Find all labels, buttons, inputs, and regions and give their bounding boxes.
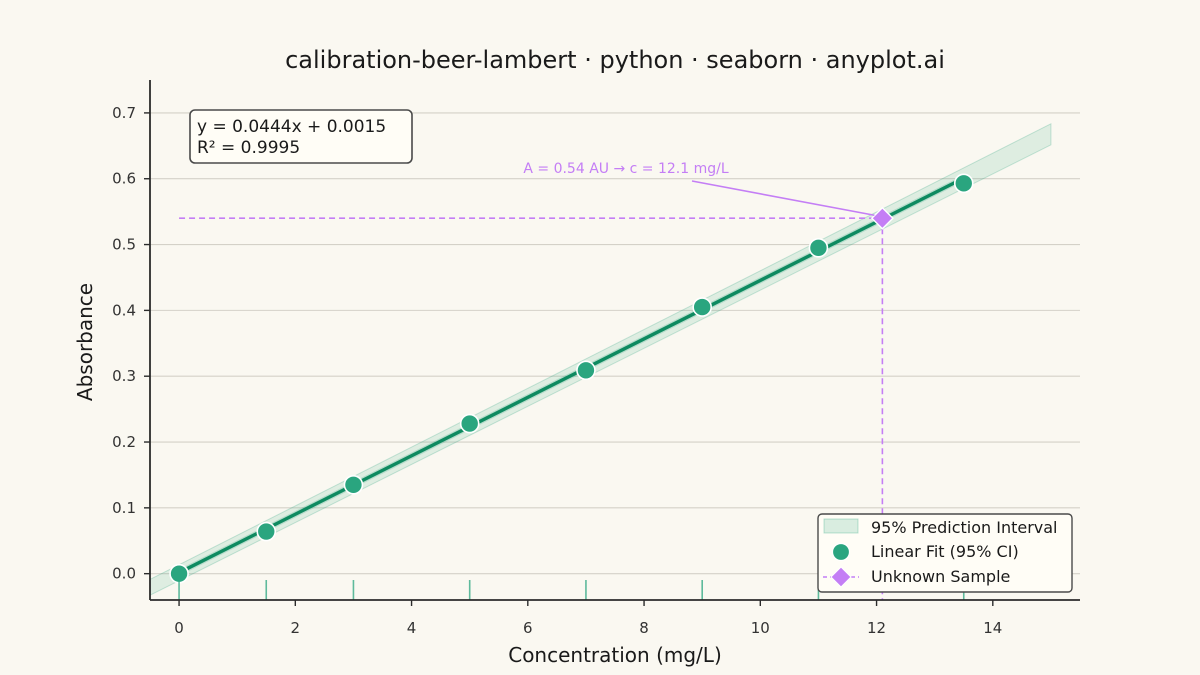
fit-line-group [178,176,965,575]
annotation: A = 0.54 AU → c = 12.1 mg/L [523,161,875,217]
y-tick-label: 0.6 [112,170,136,188]
y-tick-label: 0.1 [112,499,136,517]
guide-lines [179,217,884,600]
equation-box: y = 0.0444x + 0.0015 R² = 0.9995 [189,109,413,164]
calibration-point [169,563,189,584]
calibration-point [459,413,480,434]
x-tick-label: 2 [291,619,301,637]
legend-fit-marker [831,542,851,562]
x-tick-label: 4 [407,619,417,637]
chart-title: calibration-beer-lambert · python · seab… [285,46,945,74]
x-tick-label: 14 [983,619,1002,637]
legend-fit-label: Linear Fit (95% CI) [871,542,1019,561]
calibration-point [343,475,364,495]
legend-frame [817,513,1073,593]
y-tick-label: 0.2 [112,433,136,451]
y-tick-label: 0.0 [112,565,136,583]
legend: 95% Prediction Interval Linear Fit (95% … [817,513,1073,593]
ticks: 0 2 4 6 8 10 12 14 0.0 0.1 0.2 0.3 0.4 0.5 0.6 0.7 [112,104,1002,637]
fit-line [178,176,965,575]
r-squared-line: R² = 0.9995 [197,138,300,158]
calibration-point [953,173,974,194]
y-tick-label: 0.5 [112,236,136,254]
calibration-point [576,360,596,381]
axes [149,80,1080,601]
equation-line: y = 0.0444x + 0.0015 [197,117,386,137]
x-tick-label: 6 [523,619,533,637]
y-axis-label: Absorbance [73,283,97,401]
x-tick-label: 8 [639,619,649,637]
x-tick-label: 10 [751,619,770,637]
x-tick-label: 12 [867,619,886,637]
legend-unknown-marker [830,566,852,588]
x-axis-label: Concentration (mg/L) [508,643,722,667]
calibration-point [256,521,277,542]
legend-prediction-interval-label: 95% Prediction Interval [871,518,1058,537]
y-tick-label: 0.7 [112,104,136,122]
x-tick-label: 0 [174,619,184,637]
y-tick-label: 0.4 [112,301,136,319]
legend-unknown-label: Unknown Sample [871,567,1010,586]
unknown-sample-point [870,206,894,230]
y-tick-label: 0.3 [112,367,136,385]
annotation-arrow [691,180,875,217]
data-points [169,173,974,584]
equation-box-frame [189,109,413,164]
calibration-point [692,297,712,317]
calibration-point [808,238,829,258]
legend-prediction-interval-swatch [823,518,859,534]
annotation-text: A = 0.54 AU → c = 12.1 mg/L [523,161,728,177]
